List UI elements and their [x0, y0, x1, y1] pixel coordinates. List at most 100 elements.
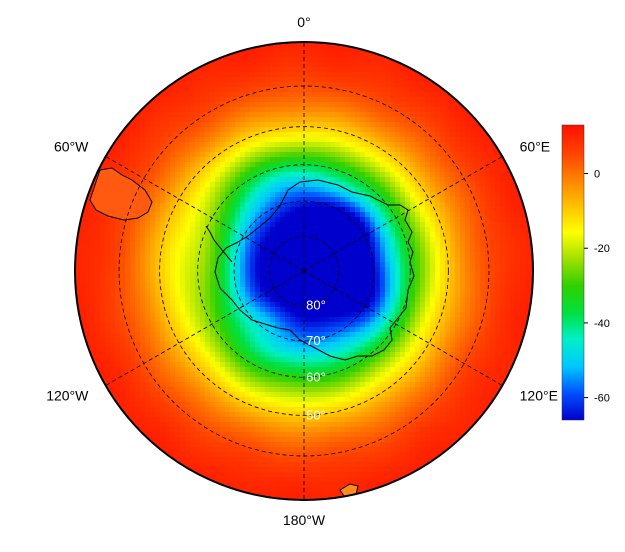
- field-cell: [320, 282, 326, 288]
- field-cell: [180, 257, 186, 263]
- field-cell: [330, 147, 336, 153]
- field-cell: [455, 352, 461, 358]
- field-cell: [270, 162, 276, 168]
- field-cell: [410, 217, 416, 223]
- field-cell: [285, 297, 291, 303]
- field-cell: [120, 132, 126, 138]
- field-cell: [465, 282, 471, 288]
- field-cell: [225, 67, 231, 73]
- field-cell: [255, 142, 261, 148]
- field-cell: [350, 352, 356, 358]
- field-cell: [195, 112, 201, 118]
- field-cell: [205, 327, 211, 333]
- field-cell: [465, 197, 471, 203]
- field-cell: [255, 297, 261, 303]
- field-cell: [180, 327, 186, 333]
- field-cell: [415, 137, 421, 143]
- field-cell: [360, 97, 366, 103]
- field-cell: [310, 162, 316, 168]
- field-cell: [370, 267, 376, 273]
- field-cell: [95, 322, 101, 328]
- field-cell: [390, 172, 396, 178]
- field-cell: [430, 222, 436, 228]
- field-cell: [310, 242, 316, 248]
- field-cell: [85, 357, 91, 363]
- field-cell: [155, 237, 161, 243]
- field-cell: [210, 72, 216, 78]
- field-cell: [310, 202, 316, 208]
- field-cell: [205, 122, 211, 128]
- field-cell: [345, 227, 351, 233]
- field-cell: [360, 347, 366, 353]
- field-cell: [280, 72, 286, 78]
- field-cell: [175, 82, 181, 88]
- field-cell: [445, 152, 451, 158]
- field-cell: [175, 222, 181, 228]
- field-cell: [480, 142, 486, 148]
- field-cell: [405, 182, 411, 188]
- field-cell: [245, 107, 251, 113]
- field-cell: [430, 232, 436, 238]
- field-cell: [395, 232, 401, 238]
- field-cell: [470, 287, 476, 293]
- field-cell: [335, 87, 341, 93]
- field-cell: [365, 102, 371, 108]
- field-cell: [185, 307, 191, 313]
- field-cell: [370, 277, 376, 283]
- field-cell: [110, 292, 116, 298]
- field-cell: [385, 262, 391, 268]
- field-cell: [250, 47, 256, 53]
- field-cell: [410, 317, 416, 323]
- field-cell: [270, 292, 276, 298]
- field-cell: [170, 217, 176, 223]
- field-cell: [95, 292, 101, 298]
- field-cell: [490, 147, 496, 153]
- field-cell: [320, 197, 326, 203]
- field-cell: [340, 132, 346, 138]
- field-cell: [125, 292, 131, 298]
- field-cell: [250, 277, 256, 283]
- field-cell: [220, 227, 226, 233]
- field-cell: [475, 242, 481, 248]
- field-cell: [165, 192, 171, 198]
- field-cell: [110, 272, 116, 278]
- field-cell: [190, 337, 196, 343]
- field-cell: [235, 107, 241, 113]
- field-cell: [505, 197, 511, 203]
- field-cell: [305, 252, 311, 258]
- field-cell: [450, 102, 456, 108]
- field-cell: [305, 77, 311, 83]
- field-cell: [390, 272, 396, 278]
- field-cell: [510, 322, 516, 328]
- field-cell: [460, 207, 466, 213]
- field-cell: [500, 197, 506, 203]
- field-cell: [135, 277, 141, 283]
- field-cell: [290, 162, 296, 168]
- field-cell: [335, 252, 341, 258]
- field-cell: [120, 342, 126, 348]
- field-cell: [245, 217, 251, 223]
- field-cell: [120, 262, 126, 268]
- field-cell: [410, 62, 416, 68]
- field-cell: [160, 302, 166, 308]
- field-cell: [330, 342, 336, 348]
- field-cell: [255, 342, 261, 348]
- field-cell: [475, 327, 481, 333]
- field-cell: [150, 272, 156, 278]
- field-cell: [520, 242, 526, 248]
- field-cell: [460, 312, 466, 318]
- field-cell: [245, 242, 251, 248]
- field-cell: [305, 327, 311, 333]
- field-cell: [165, 292, 171, 298]
- field-cell: [105, 302, 111, 308]
- field-cell: [370, 82, 376, 88]
- field-cell: [155, 172, 161, 178]
- field-cell: [325, 287, 331, 293]
- field-cell: [510, 337, 516, 343]
- field-cell: [145, 257, 151, 263]
- field-cell: [175, 167, 181, 173]
- field-cell: [205, 147, 211, 153]
- field-cell: [215, 217, 221, 223]
- field-cell: [280, 147, 286, 153]
- field-cell: [75, 277, 81, 283]
